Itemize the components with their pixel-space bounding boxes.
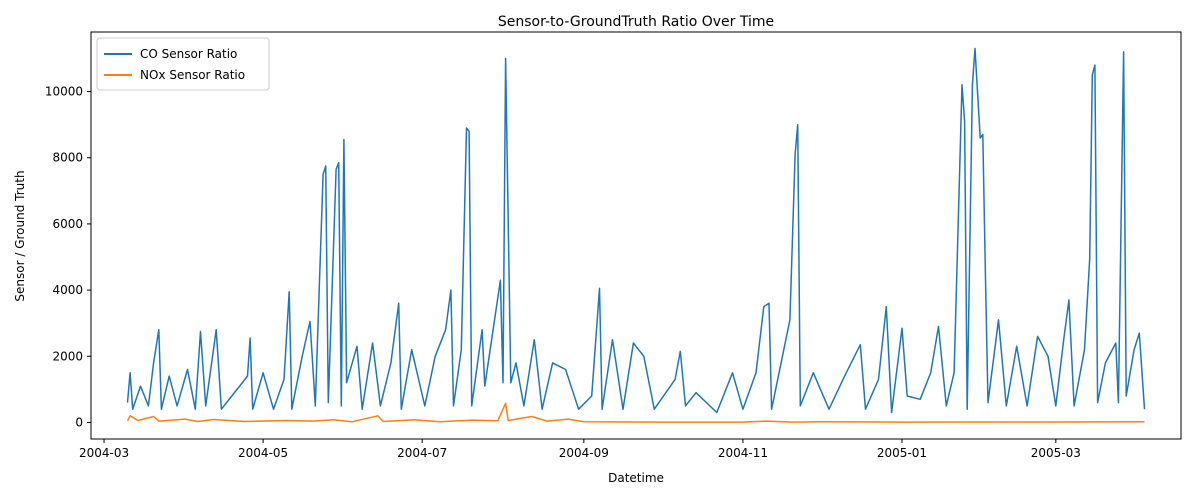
- y-axis-label: Sensor / Ground Truth: [13, 170, 27, 301]
- x-tick-label: 2004-09: [559, 446, 609, 460]
- x-tick-label: 2004-03: [79, 446, 129, 460]
- plot-area: [90, 31, 1182, 440]
- plot-frame: [90, 31, 1182, 440]
- y-axis: 0 2000 4000 6000 8000 10000: [45, 85, 91, 429]
- chart-title: Sensor-to-GroundTruth Ratio Over Time: [498, 14, 774, 30]
- x-tick-label: 2004-05: [238, 446, 288, 460]
- series-line-nox: [126, 402, 1145, 423]
- x-tick-label: 2005-01: [877, 446, 927, 460]
- x-axis-label: Datetime: [608, 471, 664, 485]
- y-tick-label: 10000: [45, 85, 83, 99]
- x-tick-label: 2004-11: [718, 446, 768, 460]
- y-tick-label: 0: [75, 415, 83, 429]
- y-tick-label: 6000: [52, 217, 83, 231]
- x-tick-label: 2004-07: [397, 446, 447, 460]
- series-line-co: [126, 47, 1146, 414]
- y-tick-label: 8000: [52, 151, 83, 165]
- legend-box: [96, 37, 270, 91]
- legend: CO Sensor Ratio NOx Sensor Ratio: [96, 37, 270, 91]
- x-tick-label: 2005-03: [1031, 446, 1081, 460]
- y-tick-label: 2000: [52, 349, 83, 363]
- legend-label-nox: NOx Sensor Ratio: [140, 68, 245, 82]
- series-layer: [126, 47, 1146, 423]
- legend-label-co: CO Sensor Ratio: [140, 47, 237, 61]
- y-tick-label: 4000: [52, 283, 83, 297]
- x-axis: 2004-03 2004-05 2004-07 2004-09 2004-11 2005-…: [79, 439, 1081, 460]
